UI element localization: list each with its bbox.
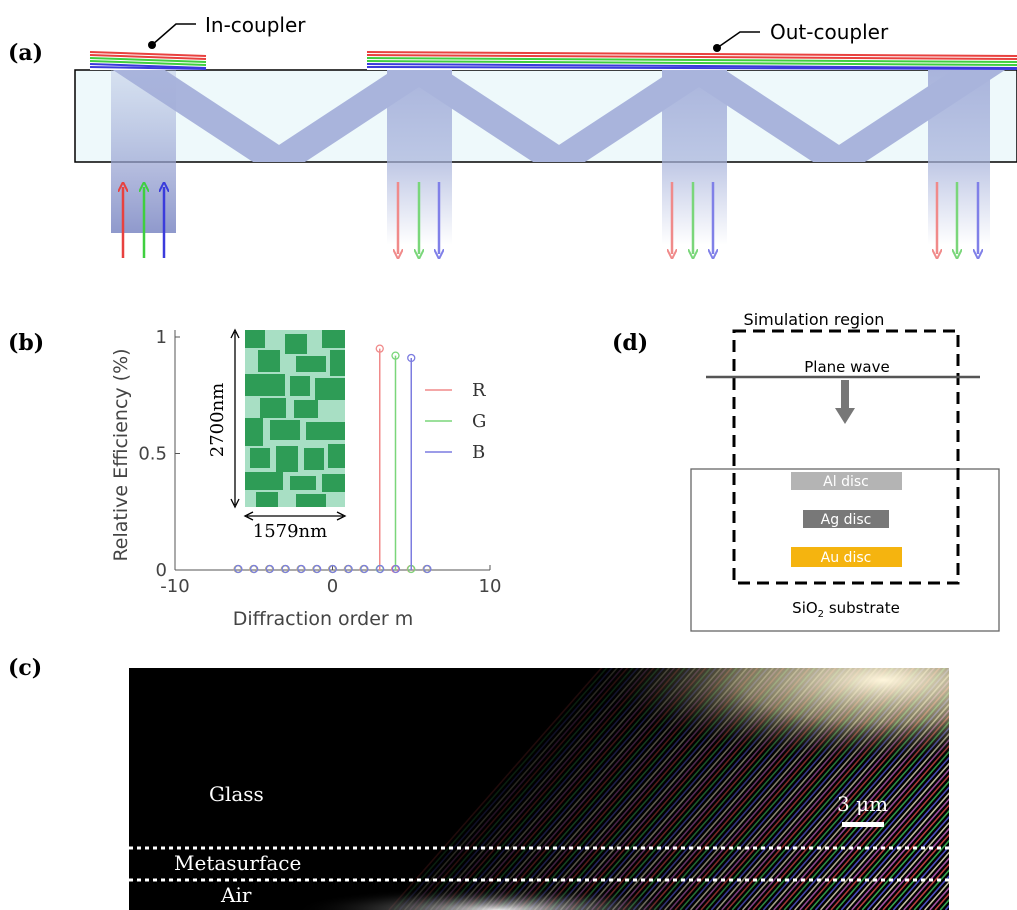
stem-marker-B [391,564,401,574]
stem-marker-B [281,564,290,574]
legend-label-R: R [472,380,486,401]
stem-marker-B [407,353,416,363]
in-coupler-grating [89,50,207,70]
y-tick-label: 1 [156,327,167,348]
stem-marker-B [265,564,275,574]
inset-width-label: 1579nm [253,521,327,542]
stem-marker-B [360,564,369,574]
chart-legend: RGB [425,380,486,463]
stem-marker-B [423,564,432,574]
x-tick-label: 0 [327,576,338,597]
scalebar [842,822,884,827]
out-coupler-grating [366,50,1017,70]
au-disc-label: Au disc [821,550,872,566]
waveguide-diagram: In-coupler Out-coupler [74,13,1017,290]
out-coupler-leader [713,31,760,52]
metasurface-inset [230,328,347,521]
legend-label-G: G [472,411,486,432]
stem-marker-B [297,564,306,574]
stem-marker-B [328,564,338,574]
stem-marker-B [375,564,385,574]
x-tick-label: -10 [160,576,189,597]
ag-disc [803,510,889,528]
panel-d-label: (d) [612,330,649,356]
metasurface-label: Metasurface [174,851,301,875]
simulation-setup-diagram: Simulation region Plane wave Al disc Ag … [690,310,1000,632]
output-beam-3 [928,70,990,245]
air-label: Air [220,883,252,907]
substrate-label: SiO2 substrate [792,599,900,620]
propagation-arrow [835,380,855,424]
x-tick-label: 10 [479,576,502,597]
output-arrows-3 [937,182,978,254]
al-disc-label: Al disc [823,474,869,490]
y-tick-label: 0 [156,560,167,581]
scalebar-label: 3 μm [837,792,888,816]
output-arrows-2 [672,182,713,254]
out-coupler-text: Out-coupler [770,20,889,44]
plane-wave-text: Plane wave [804,358,889,376]
input-arrows [123,187,164,258]
stem-marker-R [375,344,384,353]
in-coupler-leader [148,23,196,49]
legend-label-B: B [472,442,485,463]
glass-label: Glass [209,782,264,806]
output-arrows-1 [398,182,439,254]
panel-c-label: (c) [8,655,43,681]
y-tick-label: 0.5 [138,444,167,465]
au-disc [791,547,902,567]
stem-marker-B [344,564,353,574]
inset-height-label: 2700nm [207,383,228,457]
simulation-region-box [732,329,960,585]
field-simulation-image: Glass Metasurface Air 3 μm [129,668,949,910]
stem-marker-B [312,564,322,574]
stem-marker-B [249,564,259,574]
stem-marker-G [391,351,400,360]
panel-a-label: (a) [8,40,44,66]
x-axis-label: Diffraction order m [233,608,414,630]
stem-marker-B [234,564,243,574]
ag-disc-label: Ag disc [821,512,872,528]
y-axis-label: Relative Efficiency (%) [110,348,132,561]
panel-b-label: (b) [8,330,45,356]
simulation-region-text: Simulation region [744,310,885,329]
al-disc [791,472,902,490]
in-coupler-text: In-coupler [205,13,306,37]
